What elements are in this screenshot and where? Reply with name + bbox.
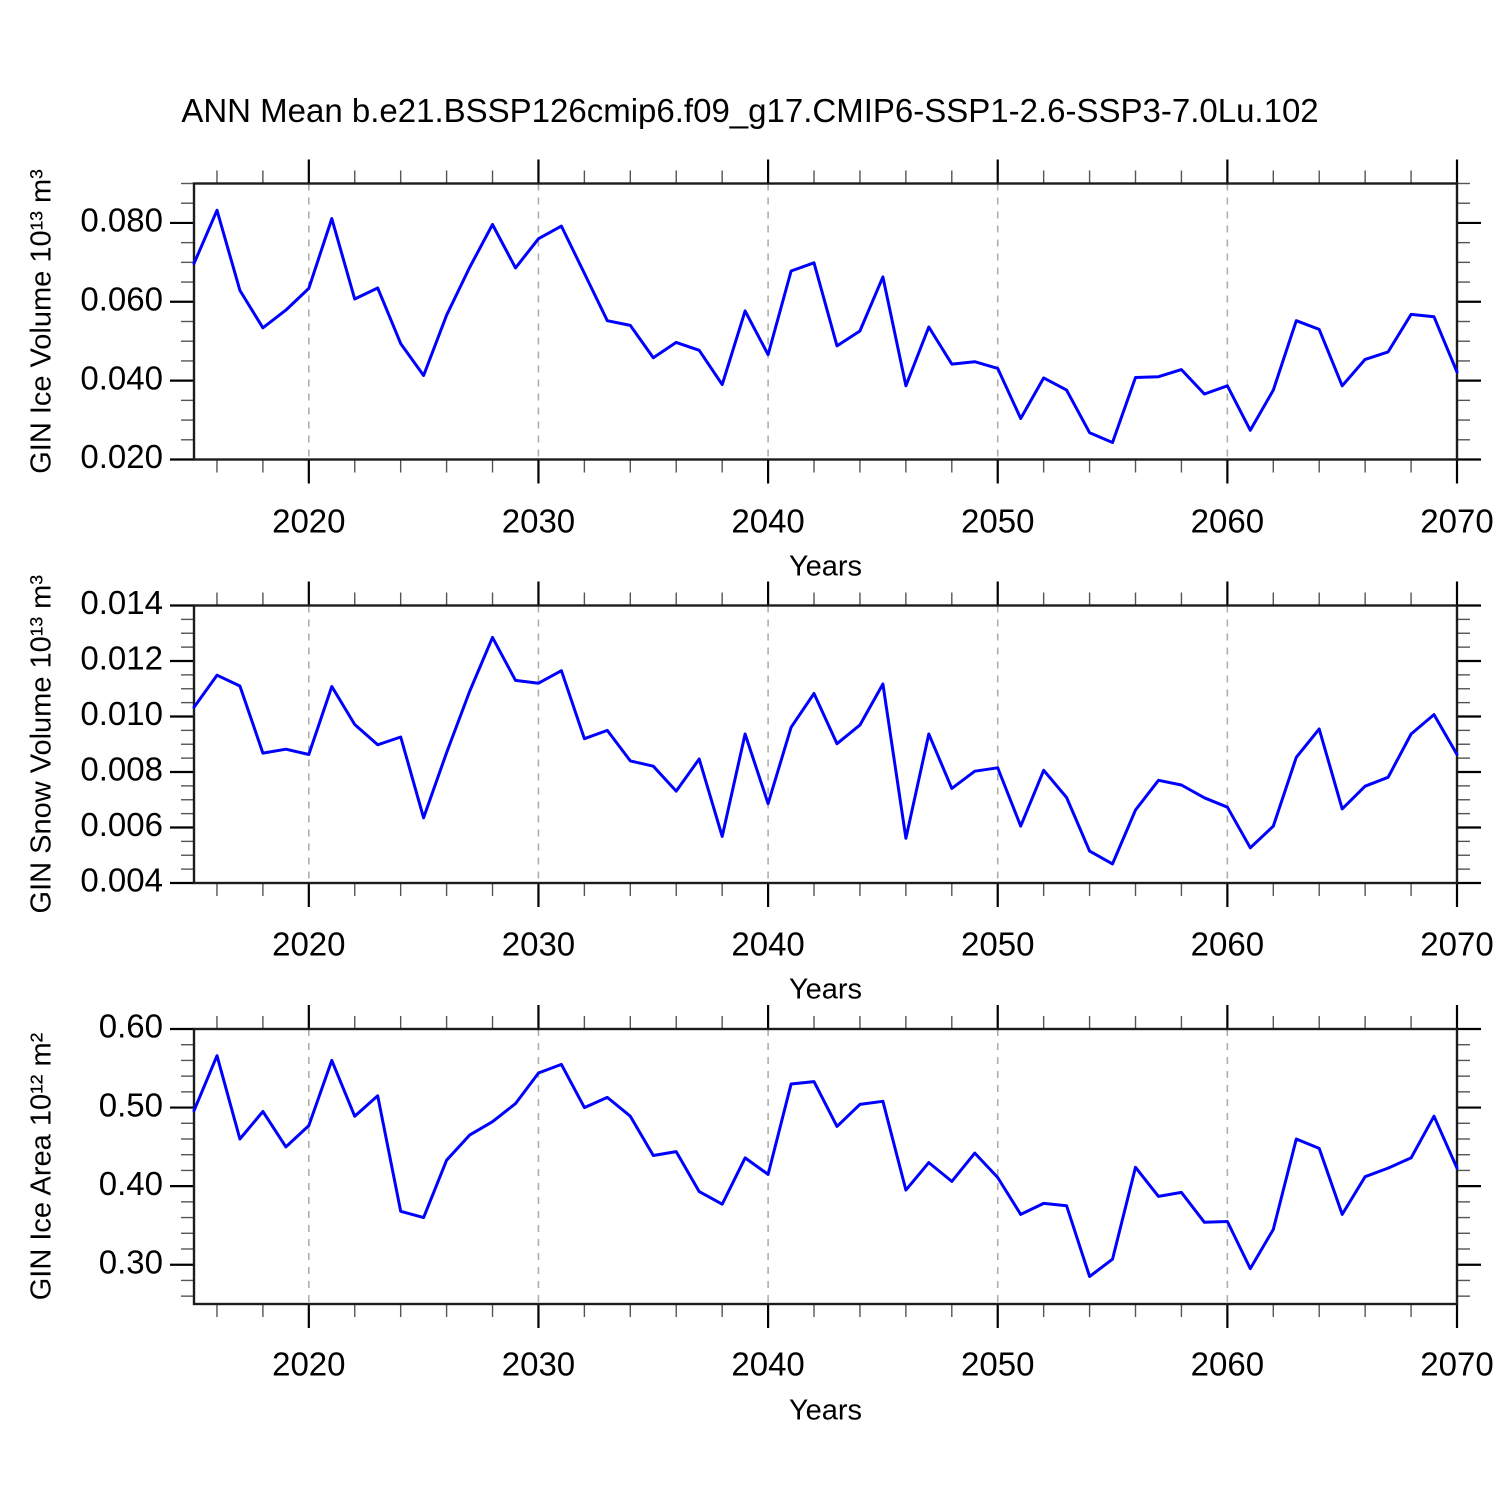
x-tick-label: 2020: [272, 1346, 345, 1383]
y-axis-title: GIN Ice Area 10¹² m²: [26, 1032, 58, 1300]
x-tick-label: 2040: [731, 926, 804, 963]
y-tick-label: 0.080: [80, 202, 163, 239]
x-tick-label: 2070: [1420, 1346, 1493, 1383]
x-tick-label: 2050: [961, 926, 1034, 963]
y-tick-label: 0.020: [80, 438, 163, 475]
y-tick-label: 0.014: [80, 584, 163, 621]
y-tick-label: 0.008: [80, 751, 163, 788]
x-tick-label: 2020: [272, 503, 345, 540]
x-tick-label: 2070: [1420, 926, 1493, 963]
x-tick-label: 2020: [272, 926, 345, 963]
x-axis-title: Years: [789, 974, 862, 1006]
y-tick-label: 0.060: [80, 281, 163, 318]
x-tick-label: 2060: [1191, 1346, 1264, 1383]
x-tick-label: 2060: [1191, 503, 1264, 540]
y-axis-title: GIN Ice Volume 10¹³ m³: [26, 169, 58, 474]
data-line: [192, 635, 1459, 866]
y-axis-title: GIN Snow Volume 10¹³ m³: [26, 575, 58, 914]
panel-snow-volume: 2020 2030 2040 2050 2060 2070 0.004 0.006 0.008 0…: [26, 575, 1494, 1006]
plot-frame: [192, 182, 1459, 461]
x-tick-label: 2050: [961, 503, 1034, 540]
data-line: [192, 208, 1459, 444]
panel-ice-area: 2020 2030 2040 2050 2060 2070 0.30 0.40 0.50 0.60…: [26, 1005, 1494, 1427]
y-tick-label: 0.40: [99, 1165, 163, 1202]
y-tick-label: 0.60: [99, 1008, 163, 1045]
y-tick-label: 0.010: [80, 695, 163, 732]
plot-frame: [192, 604, 1459, 885]
x-axis-title: Years: [789, 1395, 862, 1427]
y-tick-label: 0.50: [99, 1086, 163, 1123]
plot-frame: [192, 1027, 1459, 1306]
data-line: [192, 1054, 1459, 1278]
y-tick-label: 0.30: [99, 1243, 163, 1280]
x-tick-label: 2040: [731, 503, 804, 540]
y-tick-label: 0.012: [80, 640, 163, 677]
figure-title: ANN Mean b.e21.BSSP126cmip6.f09_g17.CMIP…: [181, 92, 1319, 129]
x-tick-label: 2040: [731, 1346, 804, 1383]
y-tick-label: 0.040: [80, 359, 163, 396]
x-tick-label: 2030: [502, 926, 575, 963]
x-tick-label: 2050: [961, 1346, 1034, 1383]
x-tick-label: 2060: [1191, 926, 1264, 963]
y-tick-label: 0.006: [80, 806, 163, 843]
x-tick-label: 2030: [502, 503, 575, 540]
x-tick-label: 2030: [502, 1346, 575, 1383]
panel-ice-volume: 2020 2030 2040 2050 2060 2070 0.020 0.040 0.060 0…: [26, 159, 1494, 583]
y-tick-label: 0.004: [80, 862, 163, 899]
x-axis-title: Years: [789, 551, 862, 583]
x-tick-label: 2070: [1420, 503, 1493, 540]
